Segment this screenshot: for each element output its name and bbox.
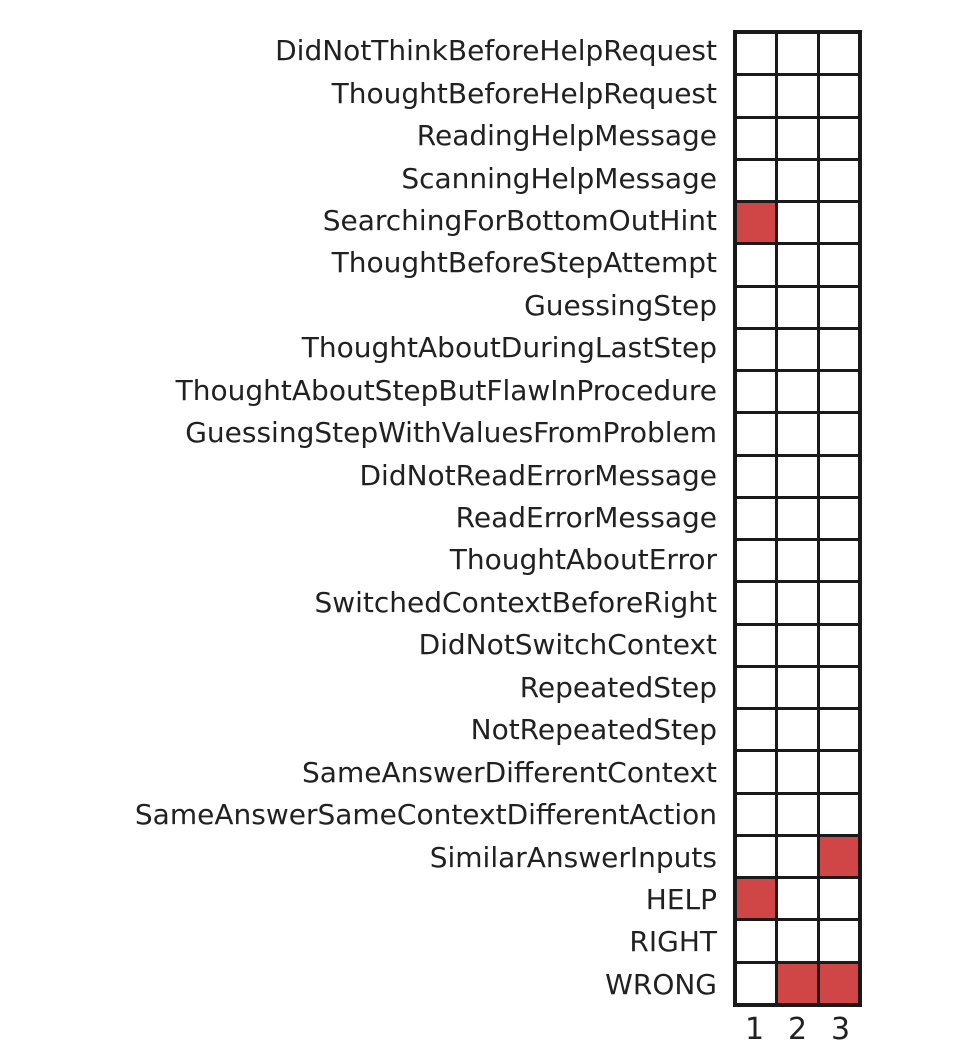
heatmap-cell: [737, 667, 776, 708]
heatmap-cell: [819, 879, 858, 919]
row-label: SameAnswerDifferentContext: [302, 755, 717, 789]
heatmap-cell: [778, 245, 817, 285]
row-label: ReadingHelpMessage: [416, 119, 717, 153]
heatmap-cell: [737, 203, 776, 243]
heatmap-cell: [737, 329, 776, 370]
heatmap-cell: [819, 794, 858, 834]
heatmap-grid: [733, 30, 862, 1007]
row-label: RIGHT: [629, 925, 717, 959]
heatmap-cell: [819, 625, 858, 665]
row-label: ScanningHelpMessage: [401, 161, 717, 195]
heatmap-cell: [737, 710, 776, 750]
heatmap-cell: [778, 456, 817, 496]
row-label: DidNotThinkBeforeHelpRequest: [275, 34, 717, 68]
heatmap-cell: [819, 963, 858, 1003]
heatmap-cell: [819, 118, 858, 158]
heatmap-cell: [778, 287, 817, 327]
row-label: RepeatedStep: [519, 670, 717, 704]
x-tick-label: 3: [830, 1012, 851, 1047]
heatmap-cell: [737, 794, 776, 834]
heatmap-cell: [819, 329, 858, 370]
heatmap-cell: [737, 879, 776, 919]
heatmap-cell: [778, 710, 817, 750]
heatmap-cell: [737, 541, 776, 581]
row-label: ThoughtBeforeStepAttempt: [331, 246, 717, 280]
row-label: HELP: [645, 882, 717, 916]
row-label: DidNotSwitchContext: [418, 628, 717, 662]
heatmap-cell: [778, 329, 817, 370]
row-label: SwitchedContextBeforeRight: [314, 585, 717, 619]
heatmap-cell: [737, 414, 776, 454]
row-label: ThoughtAboutStepButFlawInProcedure: [175, 373, 717, 407]
heatmap-cell: [737, 498, 776, 539]
row-label: SameAnswerSameContextDifferentAction: [134, 798, 717, 832]
heatmap-cell: [778, 541, 817, 581]
heatmap-cell: [819, 160, 858, 201]
row-label: ReadErrorMessage: [455, 501, 717, 535]
heatmap-cell: [778, 414, 817, 454]
row-label: NotRepeatedStep: [470, 713, 717, 747]
heatmap-cell: [778, 794, 817, 834]
heatmap-cell: [819, 76, 858, 116]
heatmap-cell: [778, 667, 817, 708]
heatmap-cell: [778, 34, 817, 74]
heatmap-cell: [737, 372, 776, 412]
heatmap-cell: [778, 203, 817, 243]
heatmap-cell: [778, 583, 817, 623]
row-label: ThoughtAboutError: [449, 543, 717, 577]
heatmap-cell: [819, 287, 858, 327]
heatmap-cell: [819, 752, 858, 792]
heatmap-cell: [819, 710, 858, 750]
heatmap-cell: [819, 498, 858, 539]
heatmap-cell: [819, 541, 858, 581]
heatmap-cell: [737, 625, 776, 665]
y-axis-row-labels: DidNotThinkBeforeHelpRequest ThoughtBefor…: [0, 30, 717, 1006]
heatmap-cell: [737, 34, 776, 74]
heatmap-cell: [778, 752, 817, 792]
heatmap-cell: [778, 836, 817, 877]
heatmap-cell: [778, 160, 817, 201]
heatmap-cell: [819, 836, 858, 877]
heatmap-cell: [737, 287, 776, 327]
heatmap-cell: [737, 583, 776, 623]
row-label: WRONG: [605, 967, 717, 1001]
heatmap-cell: [819, 456, 858, 496]
heatmap-cell: [737, 160, 776, 201]
row-label: SearchingForBottomOutHint: [322, 203, 717, 237]
heatmap-cell: [737, 921, 776, 961]
heatmap-cell: [778, 625, 817, 665]
heatmap-cell: [778, 498, 817, 539]
heatmap-cell: [819, 245, 858, 285]
heatmap-cell: [819, 203, 858, 243]
row-label: ThoughtAboutDuringLastStep: [301, 331, 717, 365]
heatmap-cell: [737, 752, 776, 792]
heatmap-cell: [778, 118, 817, 158]
heatmap-cell: [778, 921, 817, 961]
heatmap-cell: [737, 456, 776, 496]
x-tick-label: 1: [744, 1012, 765, 1047]
heatmap-cell: [819, 372, 858, 412]
heatmap-cell: [737, 245, 776, 285]
row-label: GuessingStepWithValuesFromProblem: [185, 416, 717, 450]
heatmap-cell: [819, 667, 858, 708]
row-label: ThoughtBeforeHelpRequest: [331, 76, 717, 110]
heatmap-cell: [819, 921, 858, 961]
heatmap-cell: [819, 34, 858, 74]
row-label: GuessingStep: [524, 288, 717, 322]
heatmap-cell: [778, 879, 817, 919]
heatmap-cell: [778, 372, 817, 412]
row-label: DidNotReadErrorMessage: [359, 458, 718, 492]
heatmap-cell: [737, 836, 776, 877]
heatmap-cell: [819, 583, 858, 623]
heatmap-cell: [778, 963, 817, 1003]
heatmap-cell: [819, 414, 858, 454]
heatmap-cell: [737, 118, 776, 158]
x-tick-label: 2: [787, 1012, 808, 1047]
heatmap-cell: [778, 76, 817, 116]
row-label: SimilarAnswerInputs: [429, 840, 717, 874]
heatmap-cell: [737, 963, 776, 1003]
heatmap-cell: [737, 76, 776, 116]
